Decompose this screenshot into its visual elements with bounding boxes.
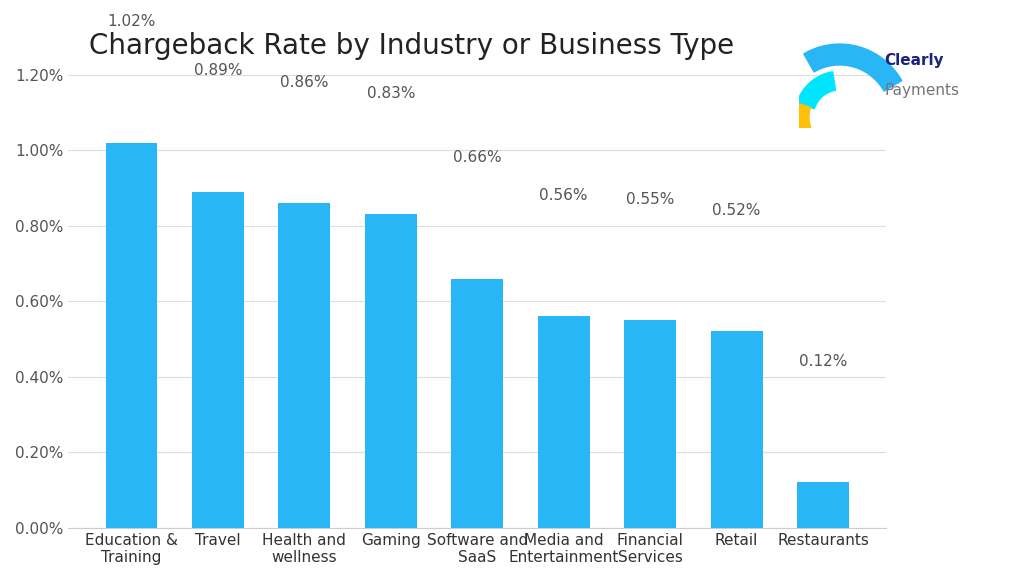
Text: 0.86%: 0.86%: [281, 75, 329, 90]
Text: Payments: Payments: [885, 82, 959, 97]
Bar: [711, 331, 763, 528]
Bar: [365, 215, 417, 528]
Text: 0.52%: 0.52%: [713, 203, 761, 218]
Text: 0.89%: 0.89%: [194, 63, 242, 78]
Text: 1.02%: 1.02%: [108, 14, 156, 30]
Text: 0.56%: 0.56%: [540, 188, 588, 203]
Bar: [279, 203, 331, 528]
Bar: [452, 278, 503, 528]
Text: 0.12%: 0.12%: [799, 354, 847, 369]
Title: Chargeback Rate by Industry or Business Type: Chargeback Rate by Industry or Business …: [89, 32, 734, 60]
Text: Clearly: Clearly: [885, 53, 944, 68]
Polygon shape: [788, 101, 830, 167]
Text: 0.66%: 0.66%: [453, 150, 502, 165]
Bar: [625, 320, 676, 528]
Polygon shape: [804, 44, 902, 91]
Bar: [797, 483, 849, 528]
Text: 0.55%: 0.55%: [626, 192, 675, 207]
Text: 0.83%: 0.83%: [367, 86, 415, 101]
Bar: [191, 192, 244, 528]
Bar: [105, 143, 158, 528]
Polygon shape: [797, 72, 836, 109]
Bar: [538, 316, 590, 528]
